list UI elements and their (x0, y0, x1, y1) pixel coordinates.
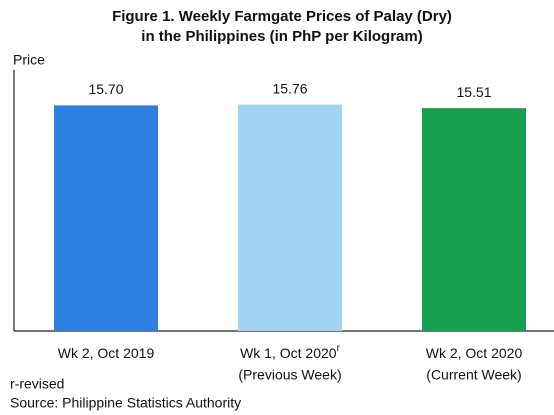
footnote: r-revised (10, 376, 64, 392)
value-label: 15.76 (272, 80, 307, 96)
x-tick-note: (Current Week) (426, 367, 521, 383)
category-name: Wk 2, Oct 2019 (58, 345, 155, 361)
value-label: 15.51 (456, 84, 491, 100)
chart-title: in the Philippines (in PhP per Kilogram) (141, 28, 422, 45)
bar (422, 108, 526, 332)
y-axis-label: Price (13, 52, 45, 68)
chart-title: Figure 1. Weekly Farmgate Prices of Pala… (112, 8, 452, 25)
value-label: 15.70 (88, 81, 123, 97)
category-name: Wk 1, Oct 2020 (240, 345, 337, 361)
x-tick-label: Wk 1, Oct 2020r (240, 343, 340, 361)
x-tick-label: Wk 2, Oct 2020 (426, 345, 523, 361)
source-note: Source: Philippine Statistics Authority (10, 395, 241, 411)
x-tick-note: (Previous Week) (238, 367, 341, 383)
bar (238, 104, 342, 331)
revision-mark: r (337, 343, 341, 354)
x-tick-label: Wk 2, Oct 2019 (58, 345, 155, 361)
category-name: Wk 2, Oct 2020 (426, 345, 523, 361)
bar (54, 105, 158, 331)
